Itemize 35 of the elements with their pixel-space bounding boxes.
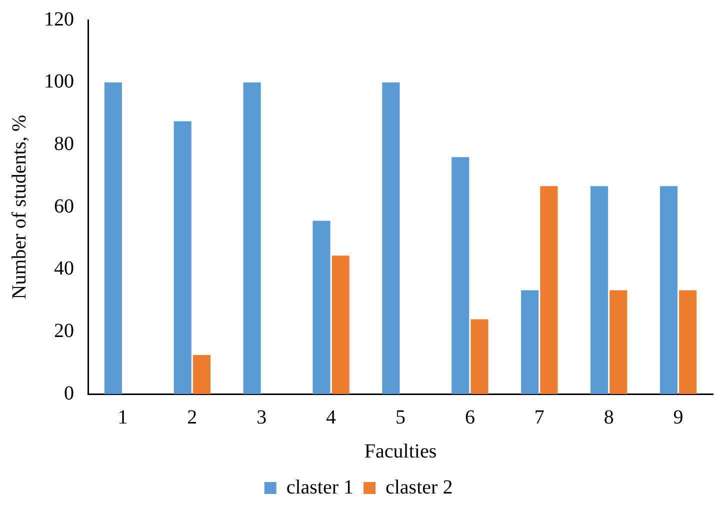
x-tick-label: 7 bbox=[534, 406, 544, 428]
bar bbox=[452, 157, 470, 394]
bar bbox=[540, 186, 558, 394]
x-tick-label: 8 bbox=[604, 406, 614, 428]
x-tick-label: 2 bbox=[187, 406, 198, 428]
bar bbox=[679, 290, 697, 394]
y-tick-label: 120 bbox=[44, 8, 74, 30]
x-tick-label: 9 bbox=[673, 406, 684, 428]
legend-label: claster 1 bbox=[286, 476, 354, 498]
x-tick-label: 5 bbox=[396, 406, 406, 428]
y-axis-title: Number of students, % bbox=[8, 114, 30, 300]
x-tick-label: 4 bbox=[326, 406, 336, 428]
bar bbox=[382, 82, 400, 394]
x-tick-label: 3 bbox=[256, 406, 267, 428]
bar bbox=[610, 290, 628, 394]
legend-label: claster 2 bbox=[386, 476, 453, 498]
bar bbox=[332, 256, 350, 394]
y-tick-label: 100 bbox=[44, 70, 74, 93]
bar bbox=[243, 82, 261, 394]
x-tick-label: 1 bbox=[118, 406, 128, 428]
y-tick-label: 80 bbox=[54, 132, 74, 155]
bar bbox=[174, 121, 192, 394]
bar bbox=[521, 290, 539, 394]
y-tick-label: 40 bbox=[54, 258, 74, 280]
bar bbox=[104, 82, 122, 394]
bar bbox=[312, 220, 330, 394]
bar bbox=[660, 186, 678, 394]
y-tick-label: 20 bbox=[54, 320, 74, 342]
y-tick-label: 60 bbox=[54, 195, 74, 218]
x-tick-label: 6 bbox=[464, 406, 475, 428]
bar bbox=[590, 186, 608, 394]
y-tick-label: 0 bbox=[64, 382, 74, 404]
bar bbox=[470, 319, 488, 394]
bar bbox=[192, 355, 210, 394]
x-axis-title: Faculties bbox=[364, 440, 437, 462]
